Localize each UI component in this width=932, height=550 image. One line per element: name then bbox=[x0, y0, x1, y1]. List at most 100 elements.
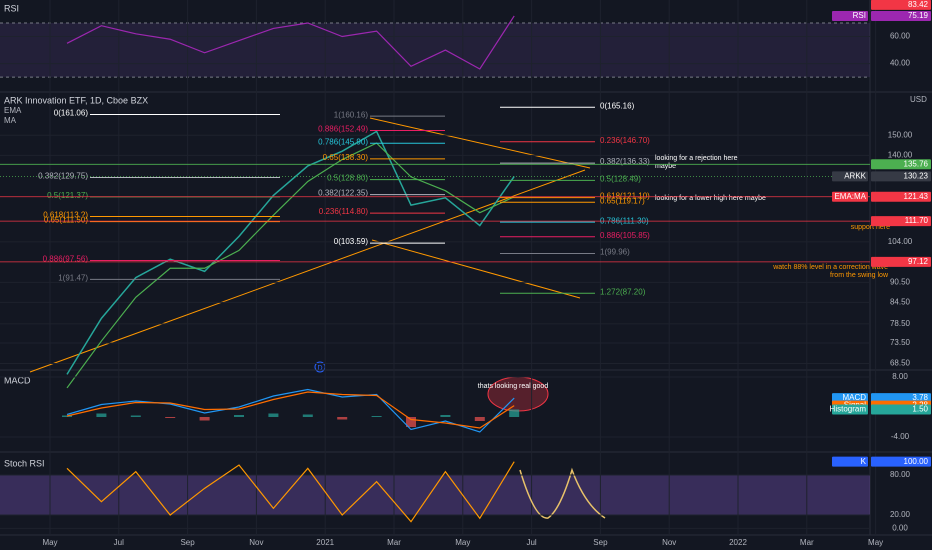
price-badge-label: 75.19 bbox=[908, 11, 929, 20]
y-tick-label: 150.00 bbox=[888, 130, 913, 139]
fib-label: 1.272(87.20) bbox=[600, 287, 646, 296]
y-tick-label: 73.50 bbox=[890, 338, 911, 347]
y-tick-label: 40.00 bbox=[890, 59, 911, 68]
x-tick-label: May bbox=[455, 538, 470, 547]
y-tick-label: 20.00 bbox=[890, 510, 911, 519]
histogram-bar bbox=[62, 415, 72, 417]
name-badge-label: EMA:MA bbox=[834, 192, 866, 201]
histogram-bar bbox=[268, 413, 279, 417]
y-tick-label: 140.00 bbox=[888, 150, 913, 159]
fib-label: 0(165.16) bbox=[600, 101, 635, 110]
price-badge bbox=[871, 171, 931, 182]
name-badge bbox=[832, 171, 868, 182]
annotation: watch 88% level in a correction wave bbox=[772, 264, 888, 271]
histogram-bar bbox=[199, 417, 210, 421]
name-badge-label: K bbox=[861, 457, 867, 466]
fib-label: 0.5(128.49) bbox=[600, 174, 641, 183]
y-tick-label: 84.50 bbox=[890, 298, 911, 307]
x-tick-label: Sep bbox=[180, 538, 195, 547]
series-line bbox=[66, 15, 515, 70]
fib-label: 0.618(113.?) bbox=[43, 211, 88, 220]
fib-label: 0.65(119.17) bbox=[600, 196, 645, 205]
histogram-bar bbox=[509, 409, 520, 417]
name-badge-label: RSI bbox=[853, 11, 866, 20]
x-tick-label: May bbox=[42, 538, 57, 547]
fib-label: 0.886(152.49) bbox=[318, 125, 368, 134]
annotation: looking for a rejection here bbox=[655, 155, 738, 162]
stoch-band bbox=[0, 475, 870, 515]
price-badge-label: 1.50 bbox=[912, 405, 928, 414]
fib-label: 0.886(105.85) bbox=[600, 231, 650, 240]
histogram-bar bbox=[474, 417, 485, 421]
annotation: thats looking real good bbox=[478, 383, 549, 390]
histogram-bar bbox=[302, 414, 313, 417]
fib-label: 0.5(121.37) bbox=[47, 191, 88, 200]
x-tick-label: Jul bbox=[526, 538, 536, 547]
price-badge-label: 3.78 bbox=[912, 393, 928, 402]
indicator-legend: EMA bbox=[4, 106, 22, 115]
name-badge-label: MACD bbox=[842, 393, 866, 402]
pane-title: RSI bbox=[4, 3, 19, 13]
name-badge bbox=[832, 191, 868, 202]
name-badge bbox=[832, 456, 868, 467]
fib-label: 1(91.47) bbox=[58, 273, 88, 282]
dividend-icon-label: D bbox=[317, 365, 322, 372]
trend-line bbox=[29, 169, 586, 373]
fib-label: 0.786(145.90) bbox=[318, 137, 368, 146]
y-tick-label: 8.00 bbox=[892, 372, 908, 381]
x-tick-label: Nov bbox=[249, 538, 263, 547]
histogram-bar bbox=[234, 415, 244, 417]
pane-title: MACD bbox=[4, 375, 31, 385]
annotation: from the swing low bbox=[830, 272, 889, 279]
price-badge bbox=[871, 10, 931, 21]
y-tick-label: 78.50 bbox=[890, 319, 911, 328]
y-tick-label: 68.50 bbox=[890, 359, 911, 368]
trend-line bbox=[369, 117, 591, 169]
x-tick-label: Nov bbox=[662, 538, 676, 547]
name-badge-label: ARKK bbox=[844, 172, 866, 181]
y-tick-label: 60.00 bbox=[890, 32, 911, 41]
series-line bbox=[66, 130, 515, 375]
x-tick-label: 2021 bbox=[316, 538, 334, 547]
histogram-bar bbox=[96, 413, 107, 417]
price-badge-label: 135.76 bbox=[904, 159, 929, 168]
annotation: looking for a lower high here maybe bbox=[655, 195, 766, 202]
fib-label: 0(103.59) bbox=[334, 237, 369, 246]
name-badge bbox=[832, 10, 868, 21]
fib-label: 0.886(97.56) bbox=[43, 255, 89, 264]
x-tick-label: 2022 bbox=[729, 538, 747, 547]
pane-title: Stoch RSI bbox=[4, 458, 45, 468]
fib-label: 0.236(146.70) bbox=[600, 136, 650, 145]
x-tick-label: Jul bbox=[114, 538, 124, 547]
annotation: support here bbox=[851, 224, 890, 231]
price-badge bbox=[871, 456, 931, 467]
currency-label: USD bbox=[910, 95, 927, 104]
price-badge-label: 100.00 bbox=[904, 457, 929, 466]
histogram-bar bbox=[165, 417, 176, 418]
series-line bbox=[66, 461, 515, 523]
indicator-legend: MA bbox=[4, 116, 17, 125]
name-badge-label: Histogram bbox=[830, 405, 867, 414]
series-line bbox=[66, 142, 515, 389]
name-badge bbox=[832, 404, 868, 415]
pane-title: ARK Innovation ETF, 1D, Cboe BZX bbox=[4, 95, 148, 105]
price-badge bbox=[871, 0, 931, 10]
price-badge-label: 130.23 bbox=[904, 172, 929, 181]
price-badge-label: 97.12 bbox=[908, 257, 929, 266]
trend-line bbox=[371, 239, 581, 299]
y-tick-label: -4.00 bbox=[891, 432, 910, 441]
histogram-bar bbox=[337, 417, 348, 420]
price-badge bbox=[871, 216, 931, 227]
fib-label: 0.382(136.33) bbox=[600, 157, 650, 166]
fib-label: 0.65(111.50) bbox=[44, 216, 89, 225]
histogram-bar bbox=[130, 415, 141, 417]
y-tick-label: 80.00 bbox=[890, 470, 911, 479]
x-tick-label: Mar bbox=[387, 538, 401, 547]
fib-label: 0.618(121.10) bbox=[600, 192, 650, 201]
price-badge-label: 83.42 bbox=[908, 0, 929, 9]
fib-label: 1(160.16) bbox=[334, 110, 369, 119]
annotation: maybe bbox=[655, 163, 676, 170]
fib-label: 0(161.06) bbox=[54, 109, 89, 118]
x-tick-label: Sep bbox=[593, 538, 608, 547]
